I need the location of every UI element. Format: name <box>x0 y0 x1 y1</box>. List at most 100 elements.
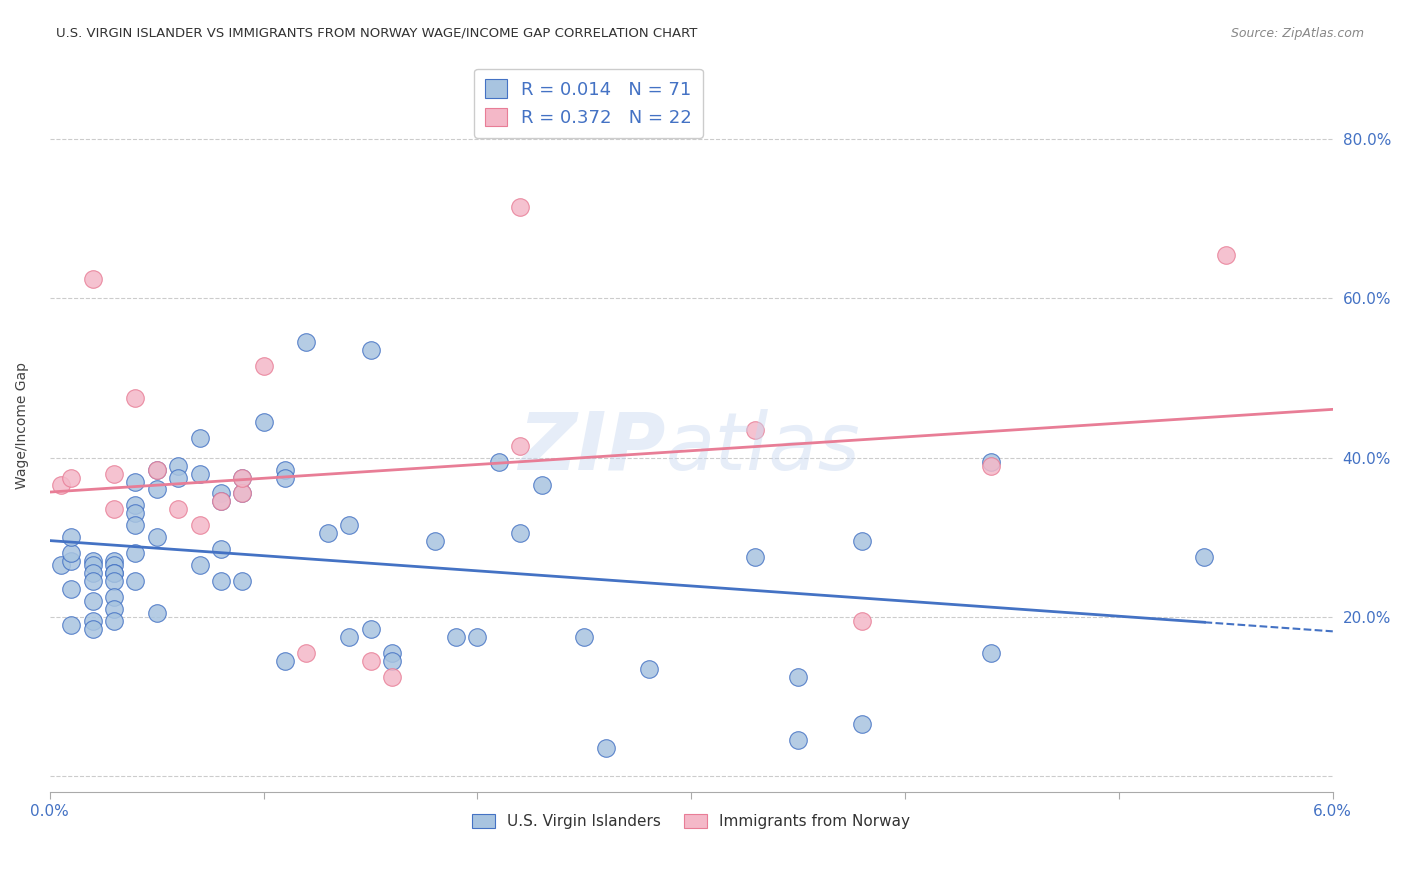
Text: ZIP: ZIP <box>519 409 665 487</box>
Point <box>82 554 104 568</box>
Point <box>145 462 167 476</box>
Point <box>980 458 1002 473</box>
Point <box>337 630 360 644</box>
Point <box>145 530 167 544</box>
Point <box>231 486 253 500</box>
Point <box>103 467 125 481</box>
Point <box>209 574 232 588</box>
Y-axis label: Wage/Income Gap: Wage/Income Gap <box>15 362 30 490</box>
Point <box>188 518 211 533</box>
Point <box>787 733 810 747</box>
Point <box>381 646 404 660</box>
Point <box>467 630 489 644</box>
Point <box>124 518 146 533</box>
Point <box>787 669 810 683</box>
Point <box>167 470 190 484</box>
Point <box>103 614 125 628</box>
Point <box>82 271 104 285</box>
Point <box>103 602 125 616</box>
Point <box>360 622 382 636</box>
Point <box>274 470 297 484</box>
Point <box>423 534 446 549</box>
Point <box>574 630 596 644</box>
Point <box>60 617 83 632</box>
Point <box>167 458 190 473</box>
Point <box>381 669 404 683</box>
Point <box>231 574 253 588</box>
Point <box>595 741 617 756</box>
Point <box>509 439 531 453</box>
Point <box>851 614 873 628</box>
Point <box>82 558 104 573</box>
Point <box>295 335 318 350</box>
Point <box>381 654 404 668</box>
Point <box>103 566 125 580</box>
Point <box>637 662 659 676</box>
Point <box>209 494 232 508</box>
Point <box>60 554 83 568</box>
Point <box>103 554 125 568</box>
Point <box>274 654 297 668</box>
Point <box>295 646 318 660</box>
Point <box>744 550 766 565</box>
Point <box>82 594 104 608</box>
Point <box>209 486 232 500</box>
Point <box>209 542 232 557</box>
Text: Source: ZipAtlas.com: Source: ZipAtlas.com <box>1230 27 1364 40</box>
Point <box>509 200 531 214</box>
Point <box>103 566 125 580</box>
Point <box>530 478 553 492</box>
Point <box>980 646 1002 660</box>
Point <box>60 470 83 484</box>
Point <box>60 546 83 560</box>
Point <box>744 423 766 437</box>
Point <box>253 359 276 373</box>
Point <box>103 574 125 588</box>
Point <box>444 630 467 644</box>
Point <box>145 606 167 620</box>
Point <box>231 470 253 484</box>
Point <box>124 391 146 405</box>
Point <box>145 483 167 497</box>
Point <box>124 506 146 520</box>
Point <box>188 431 211 445</box>
Point <box>82 574 104 588</box>
Point <box>103 502 125 516</box>
Point <box>188 558 211 573</box>
Point <box>188 467 211 481</box>
Point <box>60 530 83 544</box>
Point <box>82 622 104 636</box>
Point <box>509 526 531 541</box>
Point <box>209 494 232 508</box>
Point <box>851 717 873 731</box>
Point <box>231 486 253 500</box>
Point <box>49 478 72 492</box>
Point <box>360 654 382 668</box>
Point <box>316 526 339 541</box>
Point <box>124 475 146 489</box>
Point <box>82 566 104 580</box>
Point <box>124 574 146 588</box>
Point <box>124 546 146 560</box>
Point <box>103 558 125 573</box>
Point <box>488 454 510 468</box>
Point <box>274 462 297 476</box>
Point <box>851 534 873 549</box>
Point <box>60 582 83 596</box>
Point <box>167 502 190 516</box>
Point <box>82 614 104 628</box>
Point <box>1215 247 1237 261</box>
Point <box>231 470 253 484</box>
Point <box>253 415 276 429</box>
Point <box>337 518 360 533</box>
Point <box>980 454 1002 468</box>
Point <box>145 462 167 476</box>
Legend: U.S. Virgin Islanders, Immigrants from Norway: U.S. Virgin Islanders, Immigrants from N… <box>467 808 917 836</box>
Point <box>49 558 72 573</box>
Text: U.S. VIRGIN ISLANDER VS IMMIGRANTS FROM NORWAY WAGE/INCOME GAP CORRELATION CHART: U.S. VIRGIN ISLANDER VS IMMIGRANTS FROM … <box>56 27 697 40</box>
Text: atlas: atlas <box>665 409 860 487</box>
Point <box>360 343 382 358</box>
Point <box>1194 550 1216 565</box>
Point <box>103 590 125 604</box>
Point <box>124 499 146 513</box>
